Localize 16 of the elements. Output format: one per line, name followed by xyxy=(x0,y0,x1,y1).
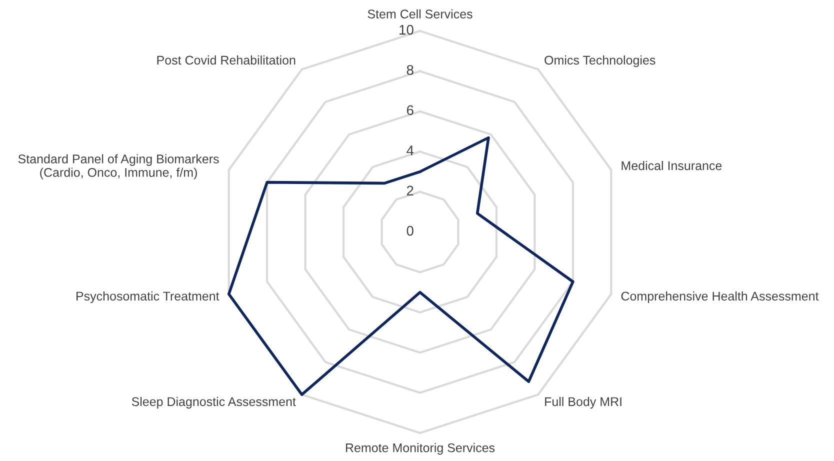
spoke-label: Sleep Diagnostic Assessment xyxy=(132,396,296,409)
y-tick-label: 6 xyxy=(406,105,414,116)
y-tick-label: 2 xyxy=(406,186,414,196)
spoke-label: Medical Insurance xyxy=(622,160,722,170)
y-tick-label: 10 xyxy=(400,24,414,35)
spoke-label: Comprehensive Health Assessment xyxy=(621,291,819,304)
spoke-label: Omics Technologies xyxy=(544,55,656,68)
spoke-label: Stem Cell Services xyxy=(368,9,472,18)
spoke-label: Remote Monitorig Services xyxy=(346,443,495,455)
y-tick-label: 8 xyxy=(406,65,414,75)
spoke-label: Post Covid Rehabilitation xyxy=(157,55,296,65)
spoke-label: Psychosomatic Treatment xyxy=(76,291,220,304)
y-tick-label: 0 xyxy=(406,226,414,236)
y-tick-label: 4 xyxy=(406,146,414,156)
spoke-label: Standard Panel of Aging Biomarkers (Cardio, Onco, Immune, f/m) xyxy=(18,154,219,180)
spoke-label: Full Body MRI xyxy=(545,396,622,409)
